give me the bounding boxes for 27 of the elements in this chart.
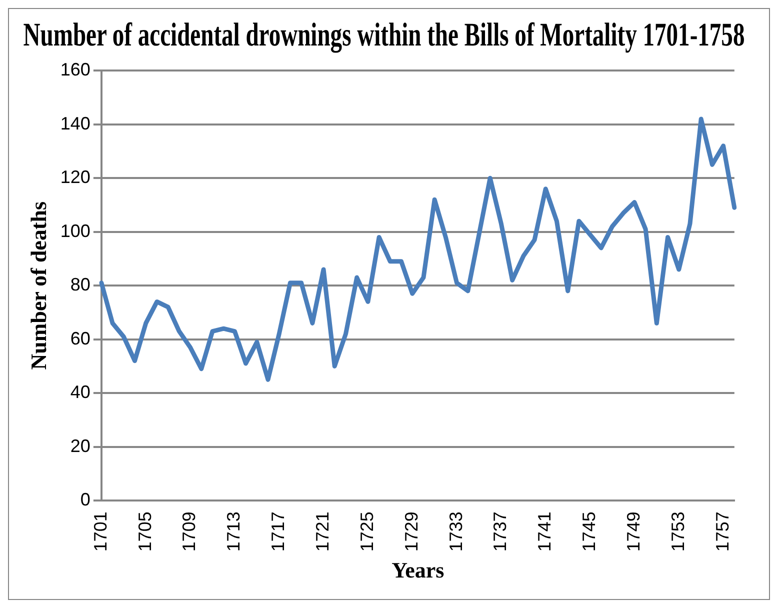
x-tick-label: 1741 [534,512,555,552]
chart-title: Number of accidental drownings within the Bills of Mortality 1701-1758 [23,16,745,54]
x-tick-label: 1749 [623,512,644,552]
y-tick-label: 160 [60,60,90,80]
x-tick-label: 1717 [268,512,288,552]
y-tick-label: 80 [70,274,90,295]
y-tick-label: 100 [60,220,90,241]
y-tick-label: 40 [70,382,90,402]
x-tick-label: 1745 [579,512,600,552]
y-tick-label: 20 [70,436,90,456]
y-axis-title: Number of deaths [26,201,51,370]
x-tick-label: 1713 [224,512,244,552]
x-tick-label: 1705 [134,512,155,552]
x-tick-label: 1729 [401,512,422,552]
y-tick-label: 60 [70,328,90,348]
x-tick-label: 1709 [179,512,200,552]
x-tick-label: 1725 [356,512,377,552]
x-tick-label: 1737 [490,512,510,552]
y-tick-label: 140 [60,113,90,134]
x-axis-title: Years [392,557,445,582]
y-tick-label: 120 [60,167,90,188]
x-tick-label: 1721 [312,512,332,552]
y-tick-label: 0 [80,490,90,510]
x-tick-label: 1757 [712,512,732,552]
x-tick-label: 1701 [90,512,110,552]
x-tick-label: 1733 [446,512,466,552]
x-tick-label: 1753 [668,512,688,552]
